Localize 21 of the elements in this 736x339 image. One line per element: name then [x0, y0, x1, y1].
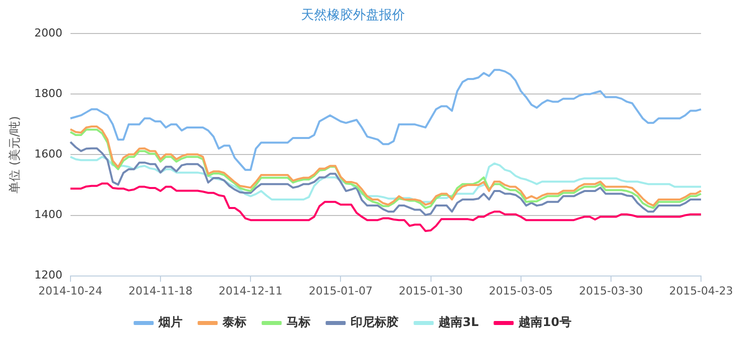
- legend-label: 烟片: [158, 315, 183, 330]
- y-tick-label: 1400: [34, 208, 62, 222]
- legend-label: 泰标: [222, 315, 247, 330]
- y-tick-label: 1200: [34, 268, 62, 282]
- x-tick-label: 2014-11-18: [128, 284, 192, 298]
- y-tick-label: 2000: [34, 26, 62, 40]
- legend-label: 马标: [286, 315, 311, 330]
- x-tick-label: 2015-01-30: [398, 284, 463, 298]
- x-tick-label: 2015-03-05: [488, 284, 553, 298]
- y-tick-label: 1800: [34, 87, 62, 100]
- x-tick-label: 2014-12-11: [218, 284, 283, 298]
- y-axis-title: 单位 (美元/吨): [7, 116, 22, 194]
- legend-label: 越南3L: [438, 315, 479, 330]
- x-tick-label: 2014-10-24: [38, 284, 102, 298]
- x-tick-label: 2015-04-23: [669, 284, 734, 298]
- chart-title: 天然橡胶外盘报价: [301, 8, 405, 24]
- legend-label: 印尼标胶: [350, 315, 399, 330]
- legend-label: 越南10号: [518, 315, 572, 330]
- x-tick-label: 2015-01-07: [308, 284, 373, 298]
- y-tick-label: 1600: [34, 148, 62, 161]
- x-tick-label: 2015-03-30: [578, 284, 643, 298]
